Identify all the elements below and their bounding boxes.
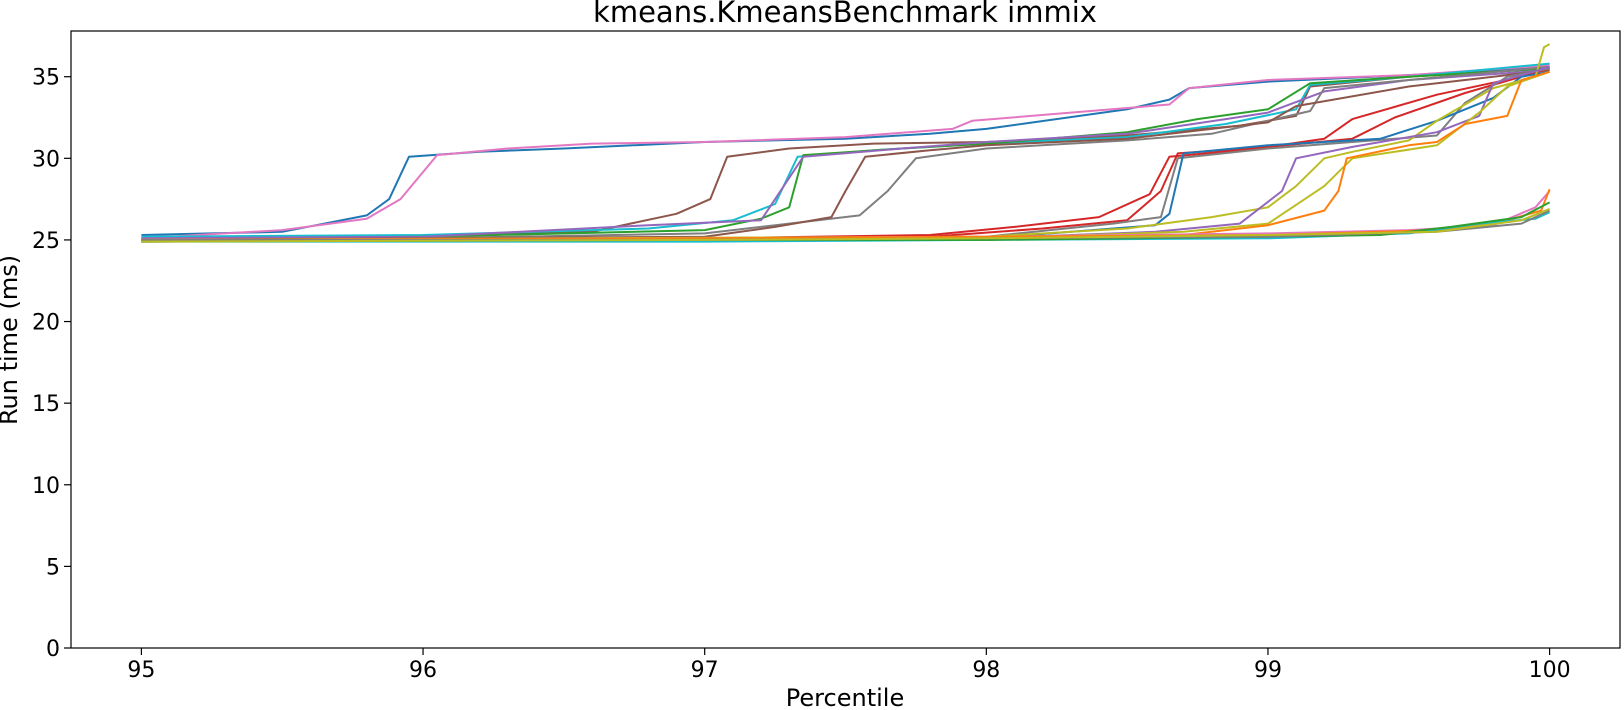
y-tick-label: 25 [32, 229, 60, 254]
y-tick-label: 5 [46, 555, 60, 580]
y-tick-label: 35 [32, 66, 60, 91]
series-line-6 [141, 69, 1550, 240]
x-tick-label: 98 [972, 658, 1000, 683]
series-line-8 [141, 69, 1550, 241]
y-axis-label: Run time (ms) [0, 255, 23, 425]
series-line-1 [141, 65, 1550, 236]
y-axis-ticks: 0 5 10 15 20 25 30 35 [32, 66, 71, 662]
y-tick-label: 20 [32, 311, 60, 336]
series-line-7 [141, 65, 1550, 241]
x-axis-label: Percentile [786, 684, 904, 710]
series-line-22 [141, 207, 1550, 243]
x-tick-label: 95 [127, 658, 155, 683]
x-tick-label: 100 [1529, 658, 1571, 683]
y-tick-label: 30 [32, 147, 60, 172]
x-tick-label: 96 [409, 658, 437, 683]
x-tick-label: 97 [691, 658, 719, 683]
y-tick-label: 10 [32, 474, 60, 499]
series-line-18 [141, 188, 1551, 241]
plot-frame [70, 30, 1621, 649]
plot-lines [141, 43, 1551, 243]
x-axis-ticks: 95 96 97 98 99 100 [127, 648, 1571, 683]
series-line-9 [141, 65, 1550, 241]
series-line-2 [141, 64, 1550, 240]
y-tick-label: 15 [32, 392, 60, 417]
y-tick-label: 0 [46, 637, 60, 662]
x-tick-label: 99 [1254, 658, 1282, 683]
chart-title: kmeans.KmeansBenchmark immix [593, 0, 1097, 29]
